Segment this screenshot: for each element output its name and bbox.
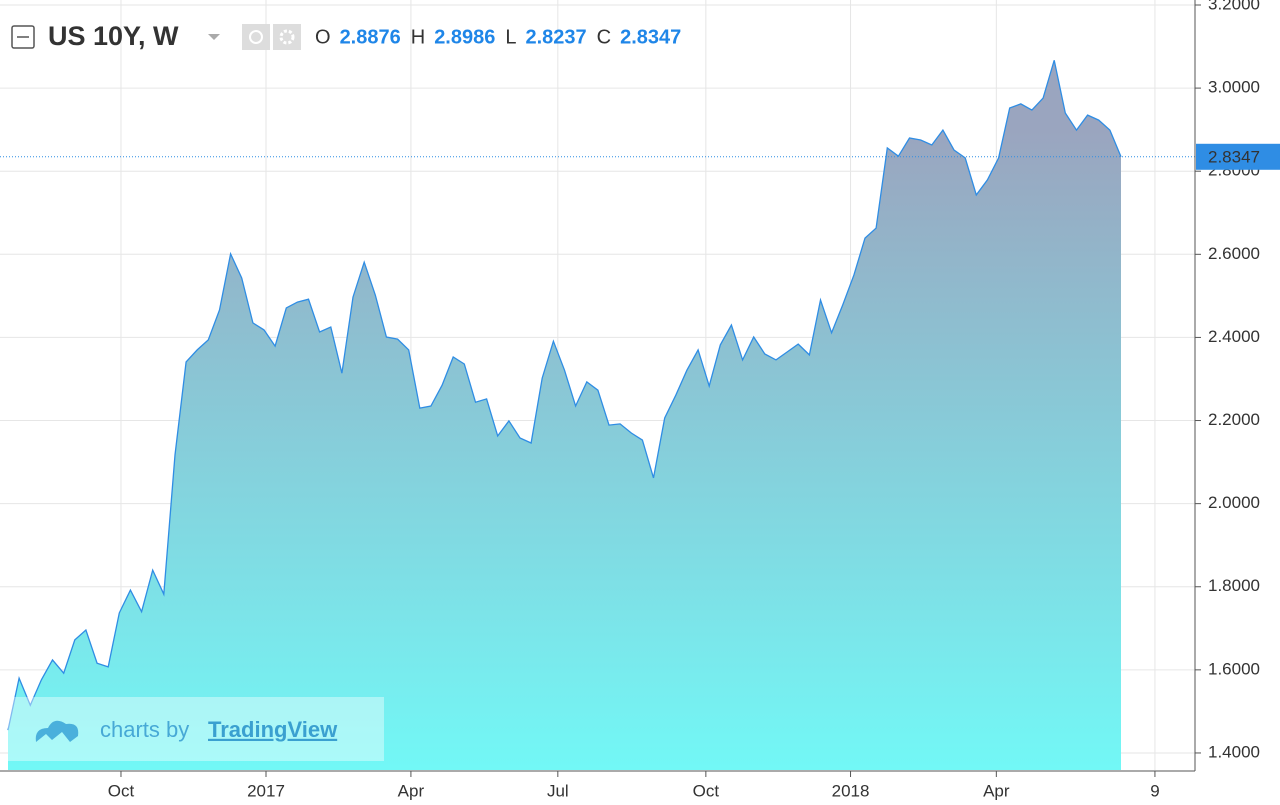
y-tick-label: 2.0000 bbox=[1208, 493, 1260, 512]
gear-icon bbox=[279, 29, 295, 45]
y-tick-label: 2.2000 bbox=[1208, 410, 1260, 429]
y-tick-label: 2.4000 bbox=[1208, 327, 1260, 346]
watermark-link[interactable]: TradingView bbox=[208, 717, 338, 742]
x-tick-label: 9 bbox=[1150, 781, 1159, 800]
x-tick-label: 2018 bbox=[832, 781, 870, 800]
eye-icon bbox=[249, 30, 263, 44]
ohlc-label: O bbox=[315, 26, 331, 48]
visibility-button[interactable] bbox=[242, 24, 270, 50]
x-tick-label: Apr bbox=[983, 781, 1010, 800]
y-tick-label: 1.8000 bbox=[1208, 576, 1260, 595]
last-price-label: 2.8347 bbox=[1208, 147, 1260, 166]
symbol-title: US 10Y, W bbox=[48, 21, 179, 51]
ohlc-label: H bbox=[411, 26, 425, 48]
y-tick-label: 3.2000 bbox=[1208, 0, 1260, 13]
watermark-text: charts by bbox=[100, 717, 189, 742]
ohlc-value: 2.8347 bbox=[620, 26, 681, 48]
dropdown-caret[interactable] bbox=[208, 34, 220, 40]
last-price-badge bbox=[1196, 143, 1280, 170]
ohlc-label: C bbox=[597, 26, 611, 48]
ohlc-label: L bbox=[505, 26, 516, 48]
area-fill bbox=[8, 60, 1121, 771]
x-tick-label: 2017 bbox=[247, 781, 285, 800]
y-tick-label: 3.0000 bbox=[1208, 78, 1260, 97]
price-line bbox=[7, 60, 1122, 731]
y-tick-label: 1.4000 bbox=[1208, 742, 1260, 761]
watermark: charts by TradingView bbox=[8, 697, 384, 761]
ohlc-value: 2.8876 bbox=[340, 26, 401, 48]
x-tick-label: Apr bbox=[398, 781, 425, 800]
x-tick-label: Jul bbox=[547, 781, 569, 800]
x-tick-label: Oct bbox=[108, 781, 135, 800]
settings-button[interactable] bbox=[273, 24, 301, 50]
ohlc-value: 2.8237 bbox=[525, 26, 586, 48]
y-tick-label: 1.6000 bbox=[1208, 659, 1260, 678]
x-tick-label: Oct bbox=[693, 781, 720, 800]
ohlc-value: 2.8986 bbox=[434, 26, 495, 48]
y-tick-label: 2.6000 bbox=[1208, 244, 1260, 263]
watermark-logo bbox=[35, 720, 79, 742]
